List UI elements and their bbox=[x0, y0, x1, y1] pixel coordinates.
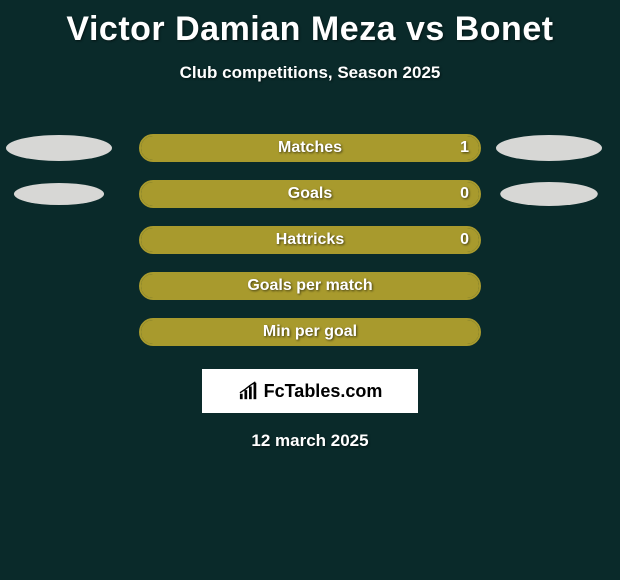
stat-bar: Matches 1 bbox=[139, 134, 481, 162]
logo-text: FcTables.com bbox=[264, 381, 383, 402]
stat-label: Goals bbox=[288, 185, 332, 203]
left-ellipse bbox=[14, 183, 104, 205]
stat-label: Hattricks bbox=[276, 231, 344, 249]
logo-box: FcTables.com bbox=[202, 369, 418, 413]
stat-bar: Min per goal bbox=[139, 318, 481, 346]
footer-date: 12 march 2025 bbox=[0, 431, 620, 451]
stat-row: Goals per match bbox=[0, 263, 620, 309]
stat-bar: Goals per match bbox=[139, 272, 481, 300]
stat-row: Min per goal bbox=[0, 309, 620, 355]
stat-rows: Matches 1 Goals 0 Hattricks 0 Goals per match M… bbox=[0, 125, 620, 355]
stat-bar: Hattricks 0 bbox=[139, 226, 481, 254]
stat-label: Matches bbox=[278, 139, 342, 157]
stat-value: 0 bbox=[460, 231, 469, 249]
stat-value: 1 bbox=[460, 139, 469, 157]
stat-value: 0 bbox=[460, 185, 469, 203]
chart-bars-icon bbox=[238, 381, 260, 401]
left-ellipse bbox=[6, 135, 112, 161]
right-ellipse bbox=[500, 182, 598, 206]
stat-label: Goals per match bbox=[247, 277, 372, 295]
stat-bar: Goals 0 bbox=[139, 180, 481, 208]
subtitle: Club competitions, Season 2025 bbox=[0, 63, 620, 83]
stat-row: Hattricks 0 bbox=[0, 217, 620, 263]
page-title: Victor Damian Meza vs Bonet bbox=[0, 0, 620, 49]
right-ellipse bbox=[496, 135, 602, 161]
stat-row: Matches 1 bbox=[0, 125, 620, 171]
stat-row: Goals 0 bbox=[0, 171, 620, 217]
stat-label: Min per goal bbox=[263, 323, 357, 341]
